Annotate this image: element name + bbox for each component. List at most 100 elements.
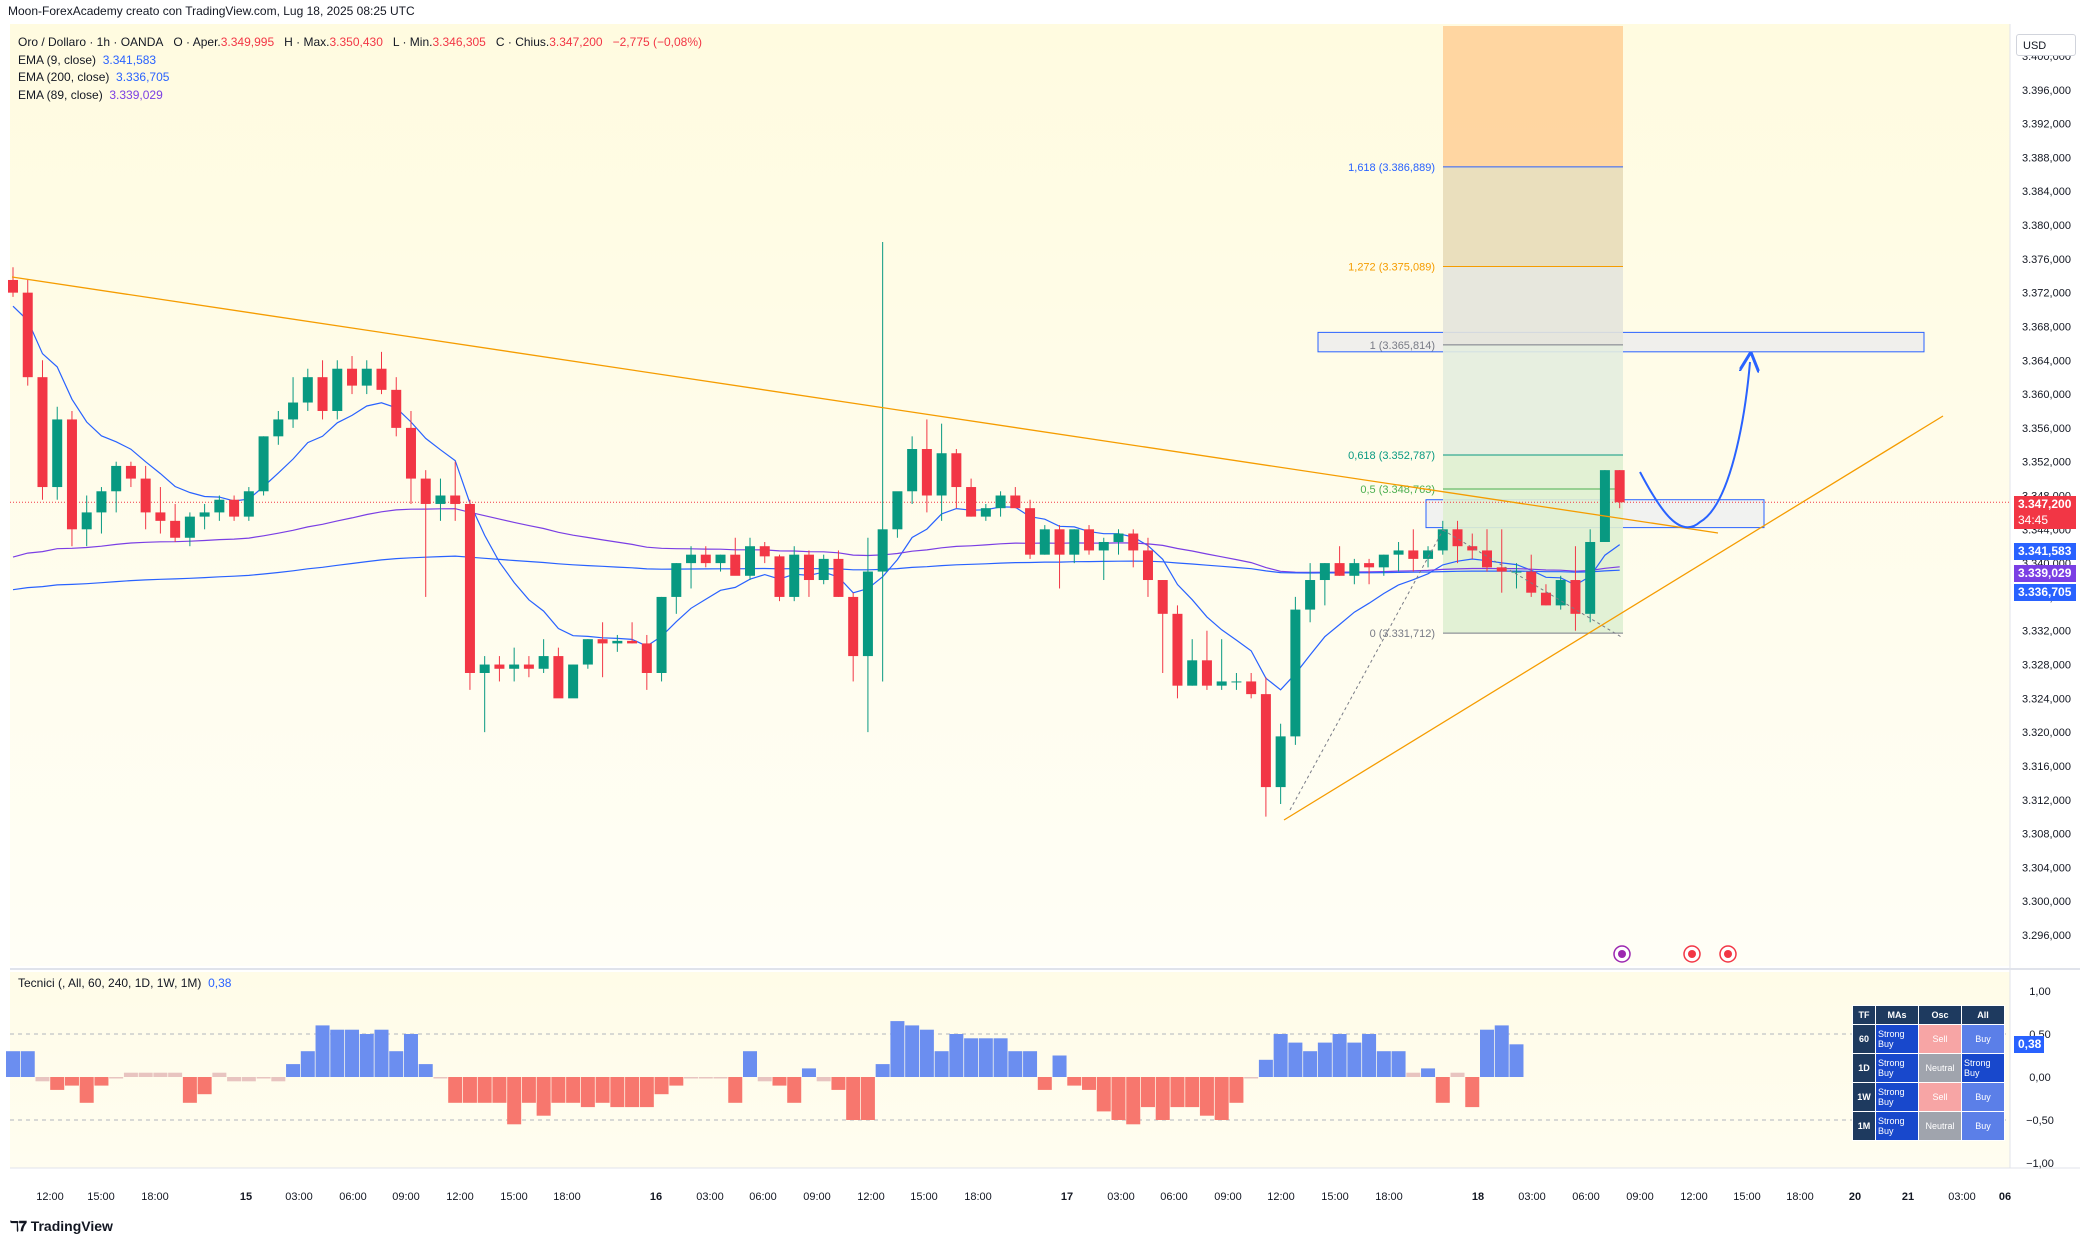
candle-body (1452, 529, 1463, 547)
ema200-price-label: 3.336,705 (2014, 584, 2076, 601)
fibonacci-extension[interactable]: 0 (3.331,712) 0,5 (3.348,763) 0,618 (3.352… (1348, 26, 1623, 640)
candle-body (582, 639, 593, 665)
tech-bar (418, 1064, 433, 1077)
time-tick-label: 06:00 (339, 1191, 367, 1203)
price-tick-label: 3.296,000 (2022, 930, 2071, 942)
tech-bar (743, 1051, 757, 1077)
price-tick-label: 3.364,000 (2022, 355, 2071, 367)
candle-body (789, 554, 800, 597)
tech-bar (551, 1077, 566, 1103)
tech-bar (831, 1077, 846, 1090)
candle-body (243, 491, 254, 517)
time-tick-label: 15:00 (1733, 1191, 1761, 1203)
price-tick-label: 3.368,000 (2022, 321, 2071, 333)
indicator-ema200[interactable]: EMA (200, close) 3.336,705 (18, 69, 702, 87)
last-price-label: 3.347,200 (2014, 496, 2076, 513)
tech-bar (6, 1051, 20, 1077)
tech-bar (1273, 1034, 1288, 1077)
candle-body (627, 640, 638, 644)
event-dot (1618, 950, 1626, 958)
candle-body (538, 656, 549, 669)
tech-bar (138, 1072, 153, 1077)
table-cell-osc: Sell (1918, 1024, 1962, 1054)
tech-bar (875, 1064, 890, 1077)
tech-bar (816, 1077, 831, 1082)
tech-bar (669, 1077, 684, 1086)
candle-body (37, 377, 48, 488)
candle-body (1423, 550, 1434, 559)
tech-bar (389, 1051, 404, 1077)
table-row: 60 Strong Buy Sell Buy (1852, 1024, 2005, 1054)
indicator-ema9[interactable]: EMA (9, close) 3.341,583 (18, 52, 702, 70)
drawings-layer[interactable] (11, 276, 1944, 821)
candle-body (1614, 470, 1625, 503)
tech-bar (462, 1077, 477, 1103)
candle-body (1201, 660, 1212, 686)
time-tick-label: 16 (650, 1191, 662, 1203)
time-tick-label: 15:00 (1321, 1191, 1349, 1203)
candle-body (1231, 681, 1242, 683)
time-tick-label: 09:00 (392, 1191, 420, 1203)
time-tick-label: 03:00 (696, 1191, 724, 1203)
time-tick-label: 06:00 (749, 1191, 777, 1203)
tech-bar (374, 1029, 389, 1077)
tech-bar (345, 1029, 360, 1077)
currency-selector[interactable]: USD (2016, 34, 2076, 56)
candle-body (597, 639, 608, 644)
time-axis[interactable]: 12:00 15:00 18:00 15 03:00 06:00 09:00 12:00 15:… (36, 1191, 2011, 1203)
candle-body (199, 512, 210, 517)
tradingview-logo[interactable]: ℸ𝟕 TradingView (10, 1218, 113, 1235)
tv-logo-icon: ℸ𝟕 (10, 1218, 31, 1234)
price-tick-label: 3.380,000 (2022, 220, 2071, 232)
symbol-name[interactable]: Oro / Dollaro · 1h · OANDA (18, 35, 164, 49)
time-tick-label: 12:00 (446, 1191, 474, 1203)
tech-bar (566, 1077, 581, 1103)
price-tick-label: 3.372,000 (2022, 288, 2071, 300)
fib-level-label: 0 (3.331,712) (1370, 628, 1435, 640)
table-cell-tf: 60 (1852, 1024, 1876, 1054)
fib-zone-1272 (1443, 266, 1623, 345)
time-tick-label: 18:00 (964, 1191, 992, 1203)
tech-bar (1465, 1077, 1480, 1108)
projection-arrow (1639, 362, 1750, 529)
tech-bar (35, 1077, 50, 1082)
candle-body (81, 512, 92, 530)
candle-body (435, 495, 446, 504)
tech-bar (536, 1077, 551, 1116)
table-cell-mas: Strong Buy (1875, 1053, 1919, 1083)
fib-level-label: 1,618 (3.386,889) (1348, 162, 1435, 174)
candle-body (509, 664, 520, 669)
candle-body (1128, 533, 1139, 551)
tech-bar (625, 1077, 640, 1108)
candle-body (125, 465, 136, 479)
fib-level-label: 1,272 (3.375,089) (1348, 262, 1435, 274)
indicator-ema89[interactable]: EMA (89, close) 3.339,029 (18, 87, 702, 105)
time-tick-label: 03:00 (285, 1191, 313, 1203)
candle-body (1496, 567, 1507, 572)
event-dot (1688, 950, 1696, 958)
indicator-value: 3.336,705 (116, 70, 170, 84)
tech-bar (1317, 1042, 1332, 1077)
tech-bar (639, 1077, 654, 1108)
tech-bar (1509, 1044, 1524, 1077)
candle-body (951, 453, 962, 488)
candle-body (8, 279, 18, 293)
indicator-value: 3.341,583 (102, 52, 157, 67)
tech-bar (1096, 1077, 1111, 1112)
candle-body (361, 368, 372, 386)
symbol-line[interactable]: Oro / Dollaro · 1h · OANDA O · Aper.3.34… (18, 34, 702, 52)
price-tick-label: 3.376,000 (2022, 254, 2071, 266)
candle-body (494, 664, 505, 669)
lightning-event-icon (1613, 945, 1631, 963)
table-cell-tf: 1D (1852, 1053, 1876, 1083)
tech-bar (1185, 1077, 1200, 1108)
candle-body (1599, 470, 1610, 542)
tech-bar (580, 1077, 595, 1108)
price-tick-label: 3.396,000 (2022, 85, 2071, 97)
change-value: −2,775 (−0,08%) (612, 35, 703, 49)
tech-bar (1494, 1025, 1509, 1077)
time-tick-label: 03:00 (1107, 1191, 1135, 1203)
technicals-legend[interactable]: Tecnici (, All, 60, 240, 1D, 1W, 1M) 0,3… (18, 976, 231, 990)
candle-body (1393, 550, 1404, 555)
